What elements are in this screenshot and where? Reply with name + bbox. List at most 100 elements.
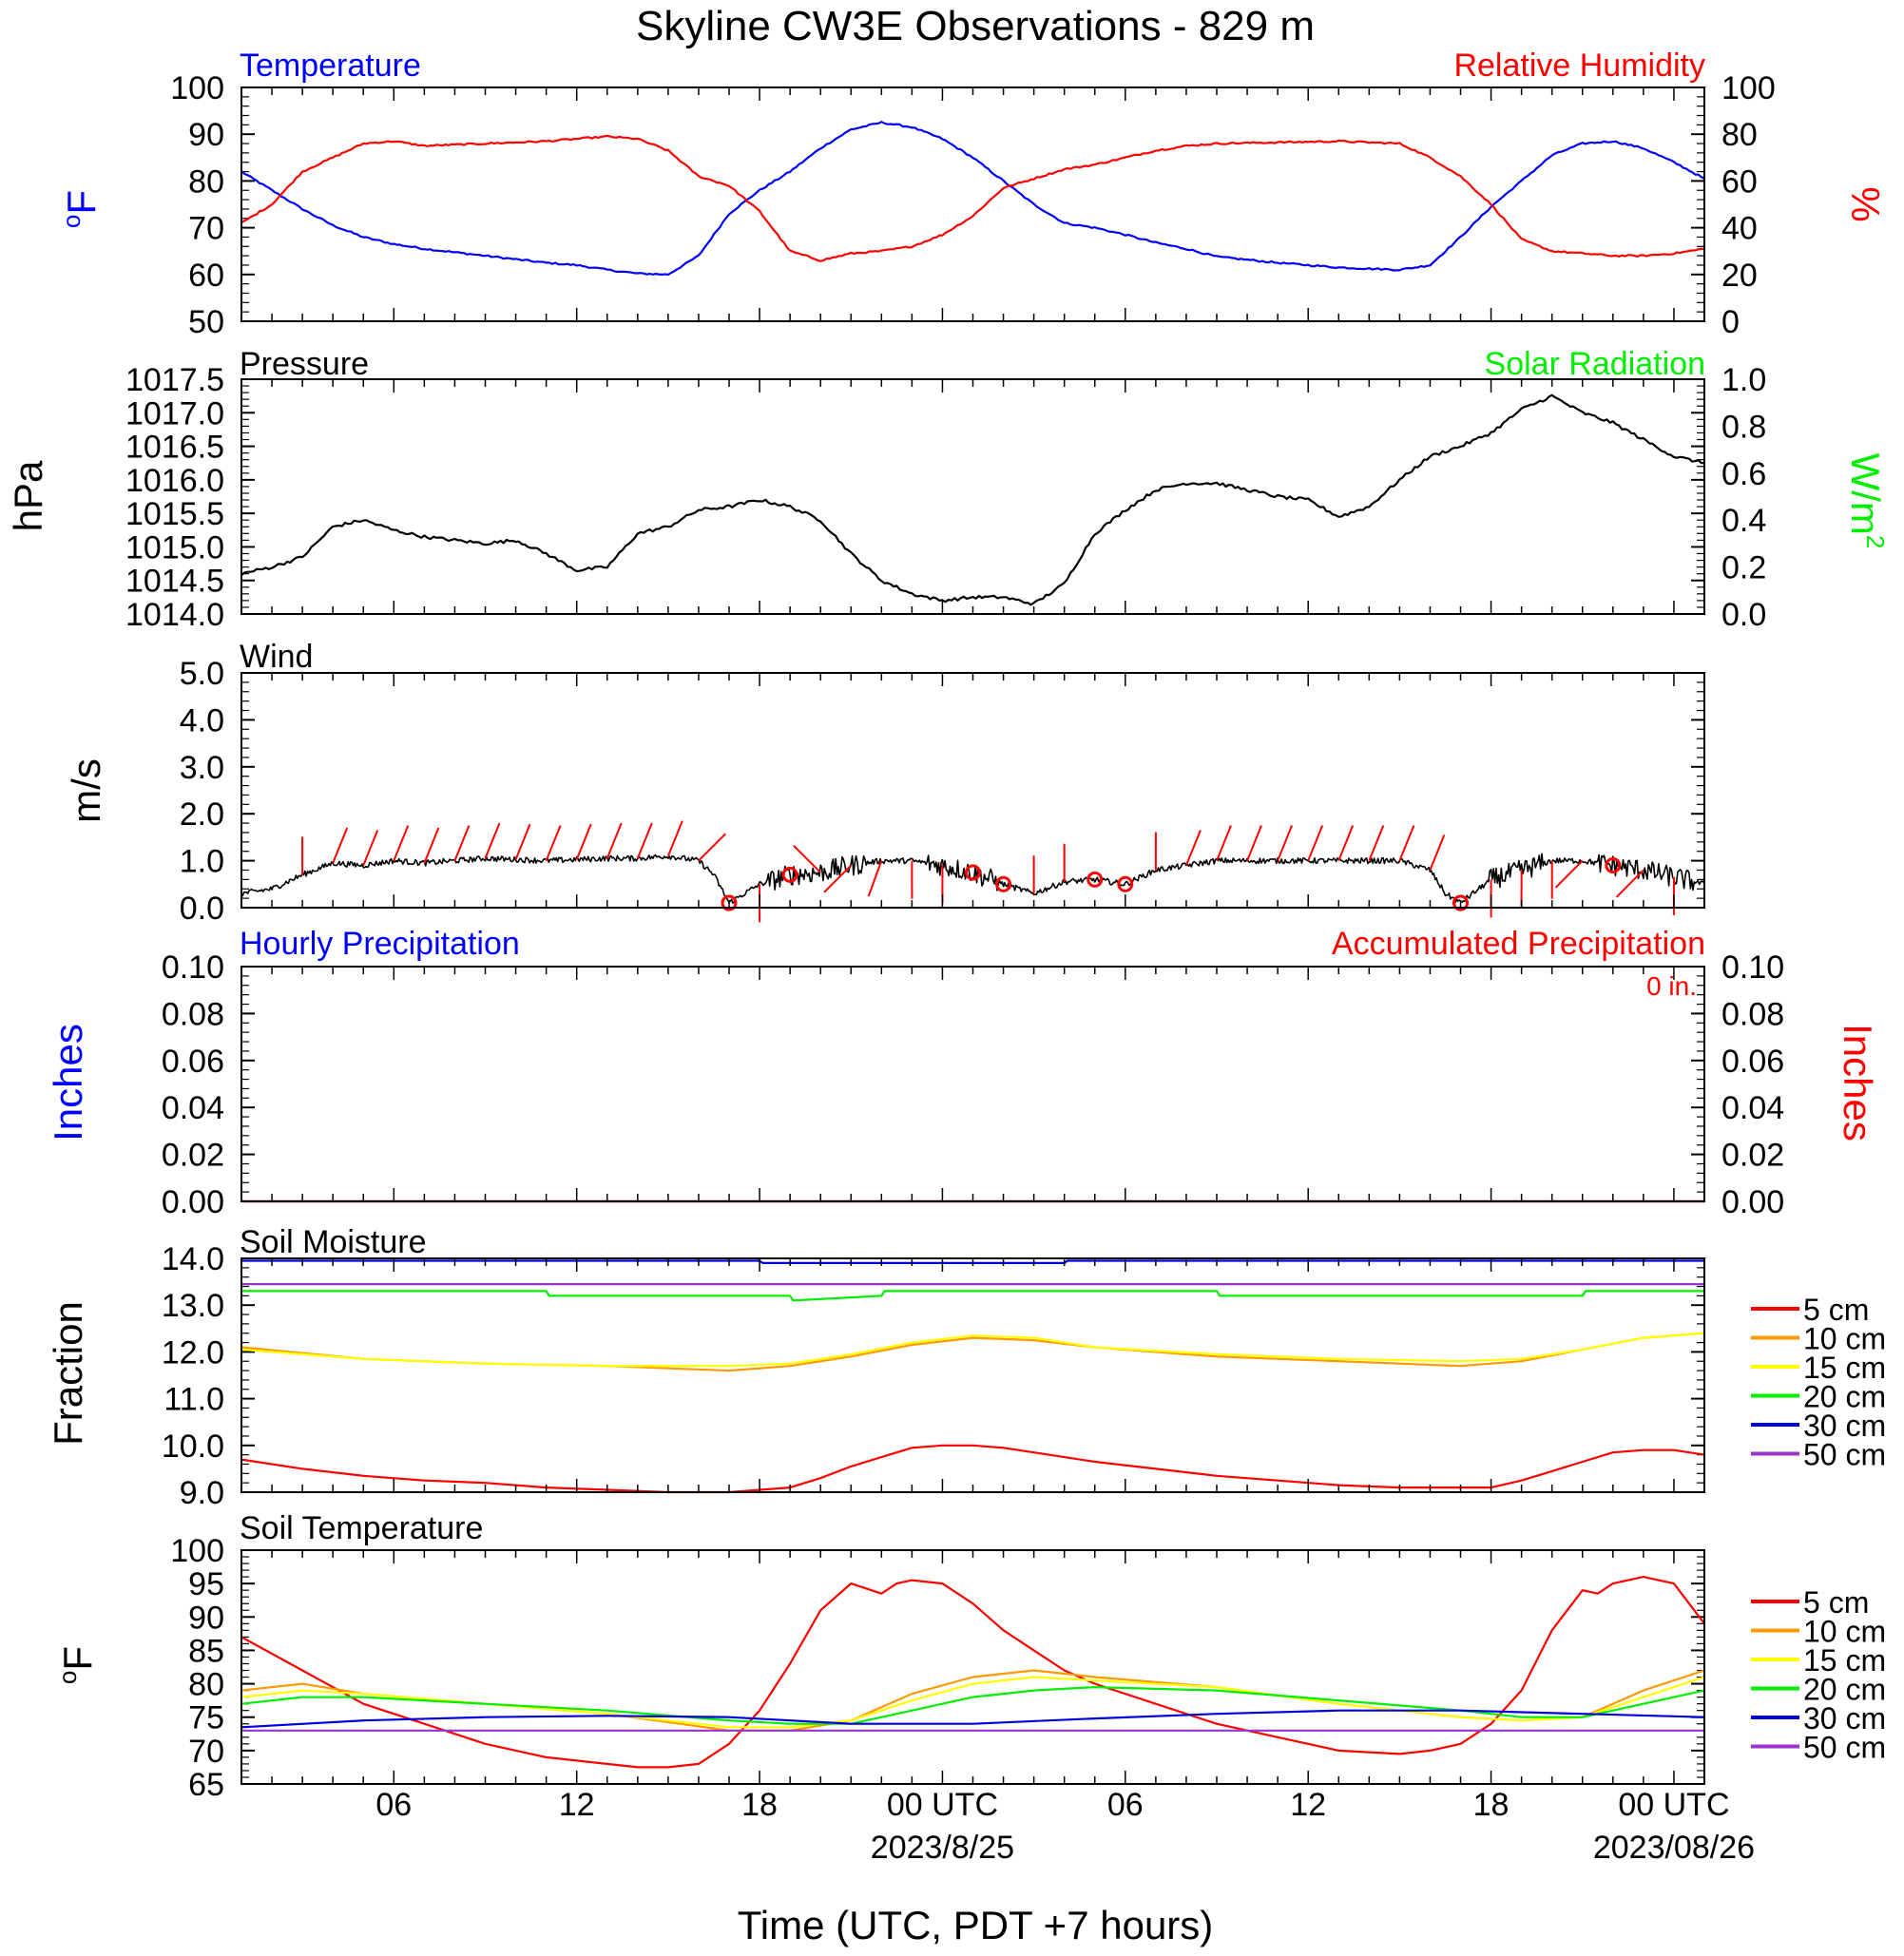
series-line-10-cm <box>240 1332 1705 1372</box>
x-axis-label: Time (UTC, PDT +7 hours) <box>738 1903 1214 1947</box>
y-left-tick-label: 0.10 <box>162 949 224 986</box>
wind-barb <box>1246 825 1262 861</box>
y-left-tick-label: 70 <box>188 211 224 247</box>
y-left-tick-label: 0.04 <box>162 1090 224 1126</box>
fahrenheit-label: F <box>59 190 104 215</box>
y-right-tick-label: 0.08 <box>1721 996 1784 1032</box>
y-left-tick-label: 90 <box>188 1600 224 1636</box>
wind-barb <box>575 823 592 860</box>
plot-frame <box>240 672 1705 909</box>
y-right-tick-label: 0.00 <box>1721 1184 1784 1220</box>
temperature-humidity-panel: Temperature Relative Humidity oF % 100 90… <box>57 48 1888 340</box>
y-left-tick-label: 10.0 <box>162 1429 224 1465</box>
wind-barb <box>1368 825 1385 861</box>
temperature-unit-label: oF <box>57 190 104 228</box>
y-right-tick-label: 80 <box>1721 117 1758 153</box>
y-left-tick-label: 1017.0 <box>125 395 224 431</box>
soil-temperature-frame <box>240 1549 1705 1785</box>
y-right-tick-label: 40 <box>1721 211 1758 247</box>
wind-barb <box>1307 825 1324 861</box>
series-line-5-cm <box>240 1575 1705 1769</box>
y-left-tick-label: 100 <box>170 70 224 106</box>
y-left-tick-label: 0.08 <box>162 996 224 1032</box>
y-left-tick-label: 1017.5 <box>125 362 224 398</box>
x-tick-label: 12 <box>559 1787 595 1823</box>
wind-barb <box>793 844 821 873</box>
wind-barb <box>1216 825 1232 861</box>
legend-label-5-cm: 5 cm <box>1803 1293 1869 1327</box>
y-right-tick-label: 0.06 <box>1721 1044 1784 1080</box>
soil-moisture-lines <box>240 1259 1705 1494</box>
y-left-tick-label: 12.0 <box>162 1334 224 1371</box>
plot-frame <box>240 1257 1705 1493</box>
y-right-tick-label: 1.0 <box>1721 362 1766 398</box>
y-left-tick-label: 80 <box>188 163 224 200</box>
y-left-tick-label: 14.0 <box>162 1241 224 1277</box>
x-tick-label: 06 <box>1107 1787 1144 1823</box>
hourly-precip-title: Hourly Precipitation <box>240 926 520 962</box>
soil-moisture-y-ticks: 14.0 13.0 12.0 11.0 10.0 9.0 <box>162 1241 1704 1511</box>
wind-barb <box>514 823 531 860</box>
temperature-y-ticks: 100 90 80 70 60 50 <box>170 70 1704 340</box>
soil-temperature-unit-label: oF <box>53 1646 100 1684</box>
y-left-tick-label: 5.0 <box>180 656 224 692</box>
humidity-unit-label: % <box>1843 186 1888 221</box>
y-left-tick-label: 0.0 <box>180 891 224 927</box>
degree-symbol: o <box>57 215 86 228</box>
fahrenheit-label: F <box>55 1646 100 1671</box>
legend-label-30-cm: 30 cm <box>1803 1409 1886 1443</box>
plot-frame <box>240 378 1705 615</box>
wind-frame <box>240 672 1705 909</box>
wind-barb <box>1429 834 1446 871</box>
wind-barb <box>545 825 562 861</box>
legend-label-30-cm: 30 cm <box>1803 1701 1886 1735</box>
plot-frame <box>240 1549 1705 1785</box>
wind-barb <box>332 827 349 864</box>
solar-unit-label: W/m2 <box>1843 453 1890 549</box>
y-left-tick-label: 1.0 <box>180 844 224 880</box>
wind-barb <box>423 827 440 864</box>
wind-title: Wind <box>240 639 313 675</box>
x-tick-label: 00 UTC <box>1618 1787 1729 1823</box>
y-right-tick-label: 0.0 <box>1721 597 1766 633</box>
humidity-title: Relative Humidity <box>1453 48 1705 84</box>
y-right-tick-label: 0.04 <box>1721 1090 1784 1126</box>
wind-barb <box>393 825 410 861</box>
wind-barb-calm <box>781 866 798 883</box>
y-left-tick-label: 13.0 <box>162 1288 224 1324</box>
x-tick-label: 06 <box>375 1787 412 1823</box>
y-left-tick-label: 65 <box>188 1767 224 1803</box>
wind-barb-calm <box>1117 875 1134 892</box>
x-tick-label: 18 <box>1473 1787 1510 1823</box>
series-line-20-cm <box>240 1685 1705 1725</box>
figure-title: Skyline CW3E Observations - 829 m <box>636 3 1315 49</box>
legend-label-10-cm: 10 cm <box>1803 1322 1886 1356</box>
soil-moisture-frame <box>240 1257 1705 1493</box>
y-left-tick-label: 1015.0 <box>125 529 224 566</box>
y-left-tick-label: 75 <box>188 1700 224 1736</box>
series-line-pressure <box>240 393 1705 606</box>
y-left-tick-label: 50 <box>188 304 224 340</box>
x-date-label: 2023/08/26 <box>1593 1830 1755 1866</box>
soil-temperature-lines <box>240 1575 1705 1769</box>
soil-temperature-title: Soil Temperature <box>240 1510 483 1546</box>
wind-barb <box>823 864 852 893</box>
x-tick-label: 18 <box>741 1787 778 1823</box>
humidity-y-ticks: 100 80 60 40 20 0 <box>1721 70 1776 340</box>
y-right-tick-label: 0.10 <box>1721 949 1784 986</box>
wind-y-ticks: 5.0 4.0 3.0 2.0 1.0 0.0 <box>180 656 1704 927</box>
wind-barb <box>698 833 726 862</box>
wind-unit-label: m/s <box>64 758 108 823</box>
wind-barb <box>1277 825 1294 861</box>
wind-barb <box>1337 825 1355 861</box>
y-right-tick-label: 0.02 <box>1721 1138 1784 1174</box>
y-left-tick-label: 9.0 <box>180 1475 224 1511</box>
wind-barb <box>1615 869 1644 898</box>
x-tick-label: 12 <box>1290 1787 1326 1823</box>
wind-barb-calm <box>721 894 738 911</box>
accumulated-precip-title: Accumulated Precipitation <box>1332 926 1705 962</box>
series-line-10-cm <box>240 1669 1705 1732</box>
y-right-tick-label: 20 <box>1721 258 1758 294</box>
